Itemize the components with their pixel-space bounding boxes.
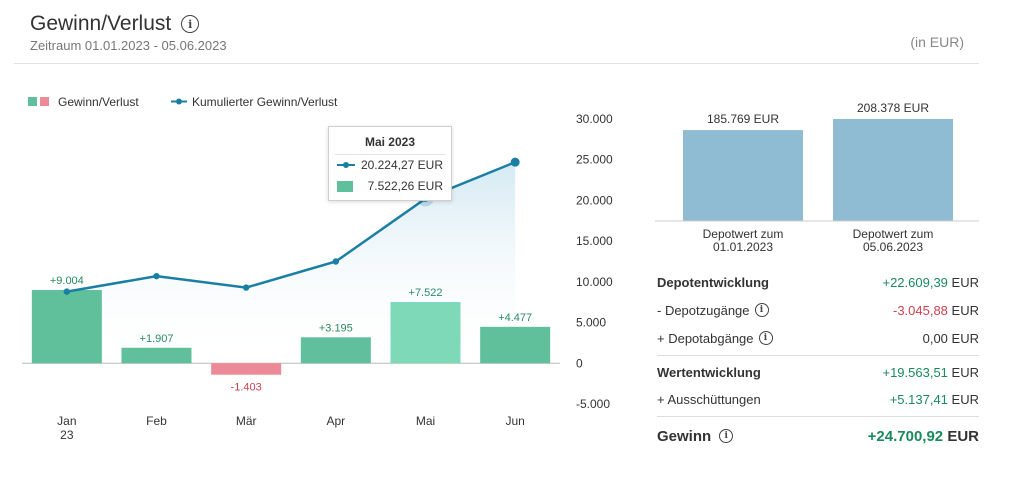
depot-bar-value-label: 185.769 EUR (707, 112, 779, 126)
legend-bar-swatch-negative (40, 97, 49, 106)
row-wertentwicklung: Wertentwicklung +19.563,51 EUR (657, 360, 979, 384)
x-tick-label: Jun (505, 414, 524, 428)
y-tick-label: 0 (576, 356, 583, 370)
bar-value-label: +7.522 (409, 287, 443, 299)
period-text: Zeitraum 01.01.2023 - 05.06.2023 (30, 38, 227, 53)
bar-value-label: +9.004 (50, 275, 84, 287)
row-depotabgaenge: + Depotabgänge i 0,00 EUR (657, 326, 979, 350)
bar-Feb (121, 347, 192, 364)
legend-bars-label: Gewinn/Verlust (58, 95, 139, 109)
depotentwicklung-unit: EUR (951, 274, 979, 290)
tooltip-line-row: 20.224,27 EUR (337, 158, 443, 172)
y-tick-label: 15.000 (576, 234, 613, 248)
depot-bar (833, 119, 953, 221)
x-tick-sublabel: 23 (60, 428, 74, 442)
y-axis-ticks: 30.000 25.000 20.000 15.000 10.000 5.000 0 -5.0… (576, 112, 613, 411)
depotzugaenge-unit: EUR (951, 302, 979, 318)
depot-category-label: 05.06.2023 (863, 240, 923, 254)
bar-value-label: -1.403 (231, 382, 262, 394)
gewinn-unit: EUR (947, 427, 979, 445)
gewinn-label: Gewinn (657, 427, 712, 445)
chart-legend: Gewinn/Verlust Kumulierter Gewinn/Verlus… (28, 95, 338, 109)
tooltip-title: Mai 2023 (364, 135, 416, 149)
row-depotentwicklung: Depotentwicklung +22.609,39 EUR (657, 270, 979, 294)
legend-bar-swatch-positive (28, 97, 37, 106)
y-tick-label: 20.000 (576, 193, 613, 207)
x-tick-label: Feb (146, 414, 167, 428)
depotentwicklung-label: Depotentwicklung (657, 274, 769, 290)
y-tick-label: 5.000 (576, 316, 606, 330)
depotentwicklung-value: +22.609,39 (882, 274, 948, 290)
info-icon[interactable]: i (758, 331, 773, 345)
depotzugaenge-label: - Depotzugänge (657, 302, 750, 318)
y-tick-label: 10.000 (576, 275, 613, 289)
chart-tooltip: Mai 2023 20.224,27 EUR 7.522,26 EUR (328, 126, 452, 201)
page-title: Gewinn/Verlust (30, 12, 172, 35)
legend-line-label: Kumulierter Gewinn/Verlust (192, 95, 338, 109)
ausschuettungen-unit: EUR (951, 391, 979, 407)
depot-category-label: 01.01.2023 (713, 240, 773, 254)
row-depotzugaenge: - Depotzugänge i -3.045,88 EUR (657, 298, 979, 322)
depotzugaenge-value: -3.045,88 (892, 302, 948, 318)
line-point (332, 258, 340, 265)
bar-series (31, 289, 551, 375)
y-tick-label: 25.000 (576, 153, 613, 167)
x-tick-label: Mai (416, 414, 435, 428)
line-point (510, 157, 520, 167)
y-tick-label: -5.000 (576, 397, 610, 411)
wertentwicklung-label: Wertentwicklung (657, 364, 761, 380)
line-point (242, 284, 250, 291)
depotabgaenge-label: + Depotabgänge (657, 330, 754, 346)
bar-value-label: +3.195 (319, 322, 353, 334)
depot-bar-value-label: 208.378 EUR (857, 101, 929, 115)
tooltip-bar-value: 7.522,26 EUR (367, 179, 443, 193)
tooltip-line-value: 20.224,27 EUR (360, 158, 443, 172)
bar-Mai (390, 302, 461, 364)
title-row: Gewinn/Verlust i (30, 12, 200, 36)
legend-line-marker (176, 98, 182, 105)
info-icon[interactable]: i (181, 15, 200, 33)
depot-category-label: Depotwert zum (853, 227, 934, 241)
bar-Jun (480, 326, 551, 364)
summary-divider (657, 416, 979, 417)
summary-divider (657, 355, 979, 356)
bar-Mär (211, 363, 282, 375)
tooltip-divider (335, 154, 445, 155)
bar-Jan (31, 289, 102, 364)
row-ausschuettungen: + Ausschüttungen +5.137,41 EUR (657, 387, 979, 411)
bar-value-label: +4.477 (498, 312, 532, 324)
bar-value-label: +1.907 (140, 333, 174, 345)
wertentwicklung-unit: EUR (951, 364, 979, 380)
tooltip-line-marker (337, 162, 355, 168)
x-tick-label: Apr (326, 414, 345, 428)
bar-Apr (300, 337, 371, 364)
line-point (153, 272, 160, 280)
profit-loss-chart: Gewinn/Verlust Kumulierter Gewinn/Verlus… (22, 95, 613, 442)
info-icon[interactable]: i (754, 303, 769, 317)
depotabgaenge-value: 0,00 (922, 330, 948, 346)
y-tick-label: 30.000 (576, 112, 613, 126)
x-tick-label: Mär (236, 414, 257, 428)
wertentwicklung-value: +19.563,51 (882, 364, 948, 380)
gewinn-value: +24.700,92 (867, 427, 944, 445)
bar-value-labels: +9.004 +1.907 -1.403 +3.195 +7.522 +4.477 (50, 275, 532, 394)
tooltip-bar-swatch (337, 180, 353, 192)
header-divider (14, 63, 979, 64)
ausschuettungen-value: +5.137,41 (889, 391, 948, 407)
depotabgaenge-unit: EUR (951, 330, 979, 346)
depot-bar (683, 130, 803, 221)
row-gewinn: Gewinn i +24.700,92 EUR (657, 423, 979, 449)
tooltip-bar-row: 7.522,26 EUR (337, 179, 443, 193)
currency-note: (in EUR) (910, 34, 964, 50)
depot-category-label: Depotwert zum (703, 227, 784, 241)
ausschuettungen-label: + Ausschüttungen (657, 391, 761, 407)
info-icon[interactable]: i (719, 429, 734, 443)
line-point (63, 288, 71, 295)
x-tick-label: Jan (57, 414, 76, 428)
